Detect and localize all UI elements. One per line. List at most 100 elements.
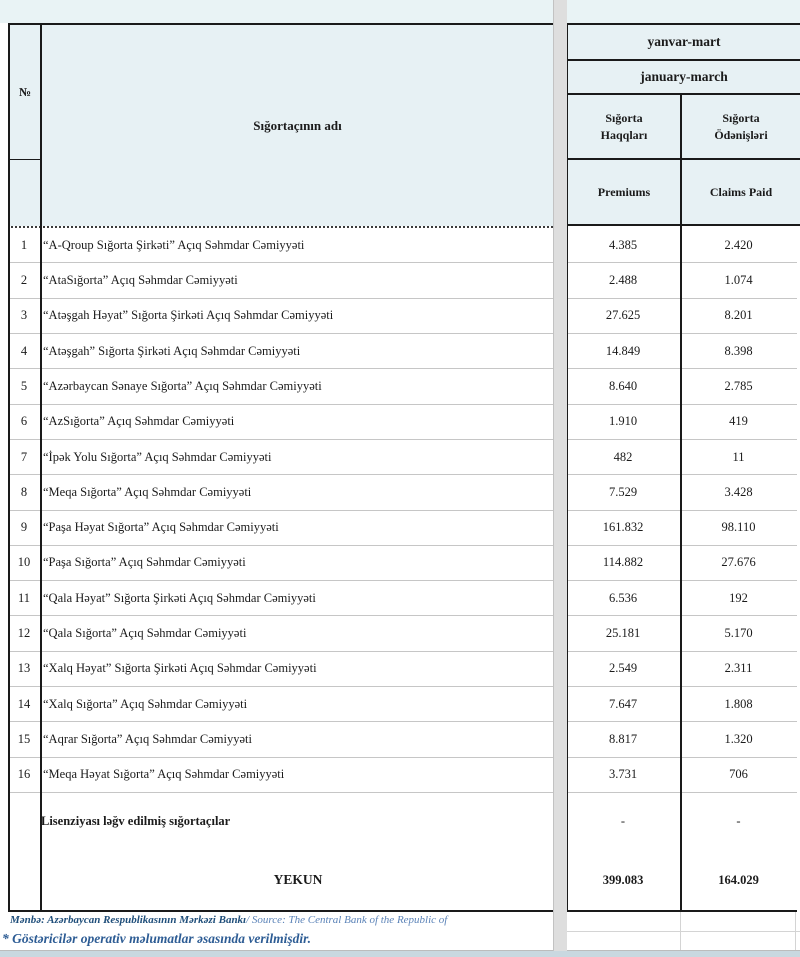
total-label: YEKUN: [273, 872, 323, 887]
table-row[interactable]: 15 “Aqrar Sığorta” Açıq Səhmdar Cəmiyyəti…: [8, 722, 797, 758]
table-row[interactable]: 4 “Atəşgah” Sığorta Şirkəti Açıq Səhmdar …: [8, 333, 797, 370]
premiums-cell[interactable]: 114.882: [602, 555, 644, 570]
insurer-name-cell[interactable]: “Qala Sığorta” Açıq Səhmdar Cəmiyyəti: [43, 626, 247, 641]
table-row[interactable]: 7 “İpək Yolu Sığorta” Açıq Səhmdar Cəmiyy…: [8, 439, 797, 476]
insurer-name-cell[interactable]: “Qala Həyat” Sığorta Şirkəti Açıq Səhmda…: [43, 590, 316, 605]
pane-divider[interactable]: [553, 0, 567, 951]
premiums-cell[interactable]: 3.731: [608, 767, 638, 782]
row-number-cell[interactable]: 4: [20, 343, 28, 358]
premiums-cell[interactable]: 27.625: [605, 308, 641, 323]
claims-cell[interactable]: 2.311: [724, 661, 753, 676]
table-row[interactable]: 2 “AtaSığorta” Açıq Səhmdar Cəmiyyəti 2.48…: [8, 263, 797, 299]
premiums-cell[interactable]: 482: [613, 449, 633, 464]
row-number-cell[interactable]: 10: [17, 555, 31, 570]
claims-cell[interactable]: 3.428: [724, 484, 753, 499]
claims-cell[interactable]: 419: [729, 414, 748, 429]
revoked-premiums-cell[interactable]: -: [620, 814, 626, 828]
claims-cell[interactable]: 8.398: [724, 343, 753, 358]
claims-cell[interactable]: 2.420: [724, 237, 753, 252]
table-row[interactable]: 10 “Paşa Sığorta” Açıq Səhmdar Cəmiyyəti 1…: [8, 545, 797, 582]
total-premiums-cell[interactable]: 399.083: [602, 872, 644, 887]
insurer-name-cell[interactable]: “Paşa Həyat Sığorta” Açıq Səhmdar Cəmiyy…: [43, 520, 279, 535]
revoked-insurers-row[interactable]: Lisenziyası ləğv edilmiş sığortaçılar - …: [8, 793, 797, 851]
header-premiums-az-cell[interactable]: Sığorta Haqqları: [568, 95, 680, 160]
insurer-name-cell[interactable]: “İpək Yolu Sığorta” Açıq Səhmdar Cəmiyyə…: [43, 449, 272, 464]
header-period-az-cell[interactable]: yanvar-mart: [568, 25, 800, 61]
premiums-cell[interactable]: 4.385: [608, 237, 638, 252]
premiums-cell[interactable]: 14.849: [605, 343, 641, 358]
insurer-name-cell[interactable]: “Meqa Həyat Sığorta” Açıq Səhmdar Cəmiyy…: [43, 767, 285, 782]
row-number-cell[interactable]: 9: [20, 520, 28, 535]
claims-cell[interactable]: 98.110: [721, 520, 756, 535]
claims-cell[interactable]: 2.785: [724, 378, 753, 393]
row-number-cell[interactable]: 13: [17, 661, 31, 676]
claims-cell[interactable]: 1.808: [724, 696, 753, 711]
table-row[interactable]: 14 “Xalq Sığorta” Açıq Səhmdar Cəmiyyəti 7…: [8, 687, 797, 723]
row-number-cell[interactable]: 2: [20, 272, 28, 287]
table-row[interactable]: 1 “A-Qroup Sığorta Şirkəti” Açıq Səhmdar …: [8, 228, 797, 264]
claims-cell[interactable]: 27.676: [721, 555, 756, 570]
premiums-cell[interactable]: 2.549: [608, 661, 638, 676]
insurer-name-cell[interactable]: “Meqa Sığorta” Açıq Səhmdar Cəmiyyəti: [43, 484, 252, 499]
insurer-name-cell[interactable]: “Aqrar Sığorta” Açıq Səhmdar Cəmiyyəti: [43, 732, 252, 747]
header-claims-az-cell[interactable]: Sığorta Ödənişləri: [682, 95, 800, 160]
premiums-cell[interactable]: 7.647: [608, 696, 638, 711]
header-dotted-separator: [8, 226, 553, 228]
table-row[interactable]: 12 “Qala Sığorta” Açıq Səhmdar Cəmiyyəti 2…: [8, 616, 797, 652]
table-row[interactable]: 11 “Qala Həyat” Sığorta Şirkəti Açıq Səhm…: [8, 581, 797, 617]
insurer-name-cell[interactable]: “Atəşgah Həyat” Sığorta Şirkəti Açıq Səh…: [43, 308, 334, 323]
row-number-cell[interactable]: 6: [20, 414, 28, 429]
claims-cell[interactable]: 5.170: [724, 626, 753, 641]
premiums-cell[interactable]: 6.536: [608, 590, 638, 605]
insurer-name-cell[interactable]: “Xalq Həyat” Sığorta Şirkəti Açıq Səhmda…: [43, 661, 317, 676]
insurer-name-cell[interactable]: “Azərbaycan Sənaye Sığorta” Açıq Səhmdar…: [43, 378, 322, 393]
total-row[interactable]: YEKUN 399.083 164.029: [8, 850, 797, 910]
table-row[interactable]: 13 “Xalq Həyat” Sığorta Şirkəti Açıq Səhm…: [8, 651, 797, 688]
insurer-name-cell[interactable]: “Paşa Sığorta” Açıq Səhmdar Cəmiyyəti: [43, 555, 246, 570]
row-number-cell[interactable]: 15: [17, 732, 31, 747]
table-row[interactable]: 5 “Azərbaycan Sənaye Sığorta” Açıq Səhmda…: [8, 369, 797, 405]
claims-cell[interactable]: 1.074: [724, 272, 753, 287]
insurer-name-cell[interactable]: “A-Qroup Sığorta Şirkəti” Açıq Səhmdar C…: [43, 237, 305, 252]
row-number-cell[interactable]: 14: [17, 696, 31, 711]
table-row[interactable]: 3 “Atəşgah Həyat” Sığorta Şirkəti Açıq Sə…: [8, 298, 797, 334]
header-no-cell[interactable]: №: [10, 25, 40, 160]
premiums-cell[interactable]: 8.640: [608, 378, 638, 393]
table-bottom-border: [8, 910, 797, 912]
claims-cell[interactable]: 11: [732, 449, 745, 464]
row-number-cell[interactable]: 16: [17, 767, 31, 782]
premiums-cell[interactable]: 25.181: [605, 626, 641, 641]
insurer-name-cell[interactable]: “AtaSığorta” Açıq Səhmdar Cəmiyyəti: [43, 272, 238, 287]
insurer-name-cell[interactable]: “AzSığorta” Açıq Səhmdar Cəmiyyəti: [43, 414, 235, 429]
row-number-cell[interactable]: 8: [20, 484, 28, 499]
header-premiums-en-cell[interactable]: Premiums: [568, 160, 680, 226]
total-claims-cell[interactable]: 164.029: [718, 872, 759, 887]
table-row[interactable]: 6 “AzSığorta” Açıq Səhmdar Cəmiyyəti 1.910…: [8, 404, 797, 440]
premiums-cell[interactable]: 161.832: [602, 520, 644, 535]
insurer-name-cell[interactable]: “Xalq Sığorta” Açıq Səhmdar Cəmiyyəti: [43, 696, 248, 711]
insurer-name-cell[interactable]: “Atəşgah” Sığorta Şirkəti Açıq Səhmdar C…: [43, 343, 301, 358]
premiums-cell[interactable]: 1.910: [608, 414, 638, 429]
header-no-empty-cell[interactable]: [10, 160, 40, 226]
header-insurer-name-cell[interactable]: Sığortaçının adı: [42, 25, 553, 226]
premiums-cell[interactable]: 2.488: [608, 272, 638, 287]
header-claims-en-cell[interactable]: Claims Paid: [682, 160, 800, 226]
row-number-cell[interactable]: 11: [17, 590, 31, 605]
table-row[interactable]: 16 “Meqa Həyat Sığorta” Açıq Səhmdar Cəmi…: [8, 757, 797, 793]
claims-cell[interactable]: 192: [729, 590, 748, 605]
row-number-cell[interactable]: 12: [17, 626, 31, 641]
table-row[interactable]: 8 “Meqa Sığorta” Açıq Səhmdar Cəmiyyəti 7.…: [8, 475, 797, 511]
premiums-cell[interactable]: 7.529: [608, 484, 638, 499]
row-number-cell[interactable]: 5: [20, 378, 28, 393]
row-number-cell[interactable]: 3: [20, 308, 28, 323]
claims-cell[interactable]: 706: [729, 767, 748, 782]
header-period-en-cell[interactable]: january-march: [568, 61, 800, 95]
table-row[interactable]: 9 “Paşa Həyat Sığorta” Açıq Səhmdar Cəmiy…: [8, 510, 797, 546]
claims-cell[interactable]: 8.201: [724, 308, 753, 323]
claims-cell[interactable]: 1.320: [724, 732, 753, 747]
premiums-cell[interactable]: 8.817: [608, 732, 638, 747]
row-number-cell[interactable]: 1: [20, 237, 28, 252]
row-number-cell[interactable]: 7: [20, 449, 28, 464]
table-top-border: [8, 23, 800, 25]
revoked-claims-cell[interactable]: -: [736, 814, 741, 828]
